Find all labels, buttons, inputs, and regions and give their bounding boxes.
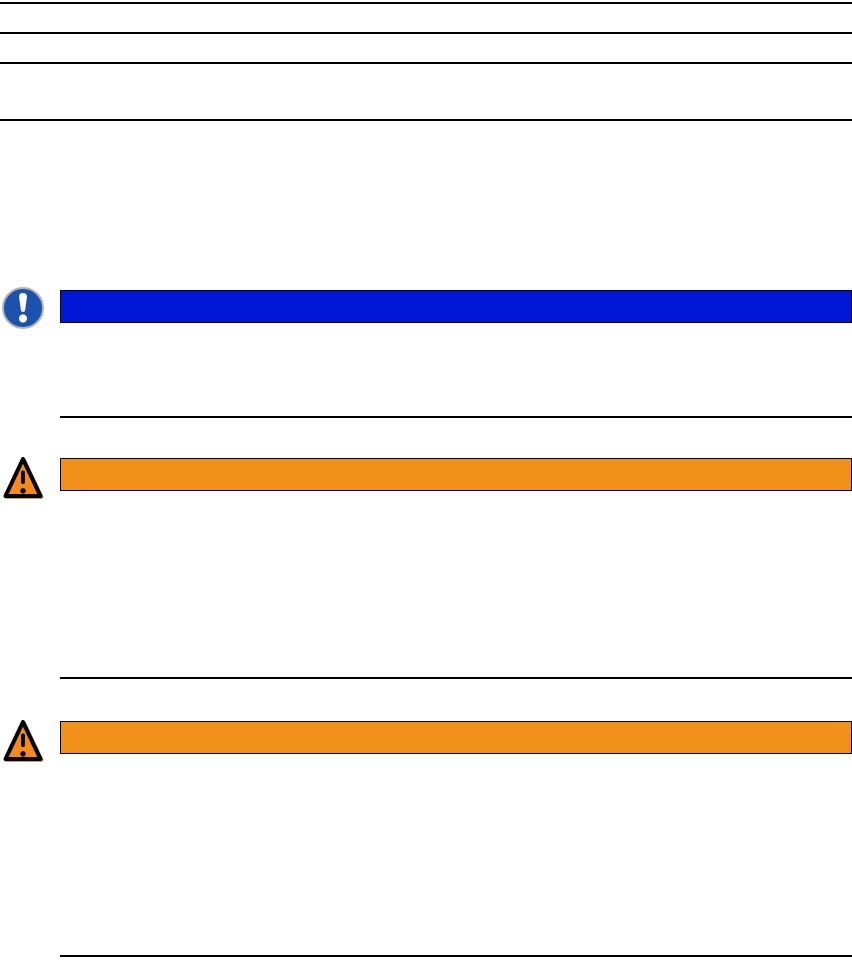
- header-rule-3: [0, 62, 852, 64]
- section-separator-1: [60, 416, 852, 418]
- warning-title-bar: [60, 458, 852, 491]
- notice-title-bar: [60, 290, 852, 323]
- footer-rule: [60, 955, 852, 957]
- header-rule-2: [0, 32, 852, 34]
- header-rule-1: [0, 2, 852, 4]
- header-rule-4: [0, 119, 852, 121]
- section-separator-2: [60, 677, 852, 679]
- warning-title-bar: [60, 721, 852, 754]
- warning-triangle-icon: [3, 455, 43, 501]
- warning-triangle-icon: [3, 718, 43, 764]
- notice-exclamation-circle-icon: [1, 286, 45, 330]
